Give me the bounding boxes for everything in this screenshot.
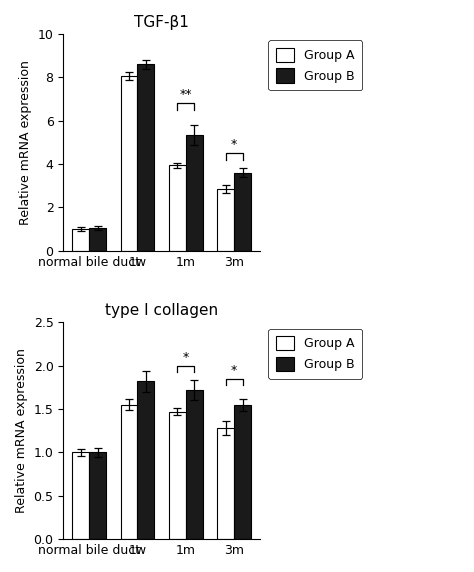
Text: *: *	[231, 138, 237, 151]
Bar	[169, 412, 186, 539]
Text: *: *	[182, 351, 189, 364]
Title: TGF-β1: TGF-β1	[134, 15, 189, 30]
Bar	[120, 76, 137, 251]
Bar	[217, 428, 234, 539]
Title: type I collagen: type I collagen	[105, 303, 218, 319]
Bar	[89, 228, 106, 251]
Bar	[234, 173, 251, 251]
Bar	[186, 390, 203, 539]
Y-axis label: Relative mRNA expression: Relative mRNA expression	[19, 60, 32, 225]
Bar	[120, 405, 137, 539]
Bar	[217, 189, 234, 251]
Text: *: *	[231, 364, 237, 377]
Bar	[72, 229, 89, 251]
Legend: Group A, Group B: Group A, Group B	[268, 328, 363, 379]
Bar	[72, 452, 89, 539]
Bar	[137, 64, 155, 251]
Text: **: **	[180, 89, 192, 101]
Bar	[169, 165, 186, 251]
Bar	[234, 405, 251, 539]
Y-axis label: Relative mRNA expression: Relative mRNA expression	[15, 348, 28, 513]
Legend: Group A, Group B: Group A, Group B	[268, 40, 363, 90]
Bar	[137, 382, 155, 539]
Bar	[89, 452, 106, 539]
Bar	[186, 135, 203, 251]
